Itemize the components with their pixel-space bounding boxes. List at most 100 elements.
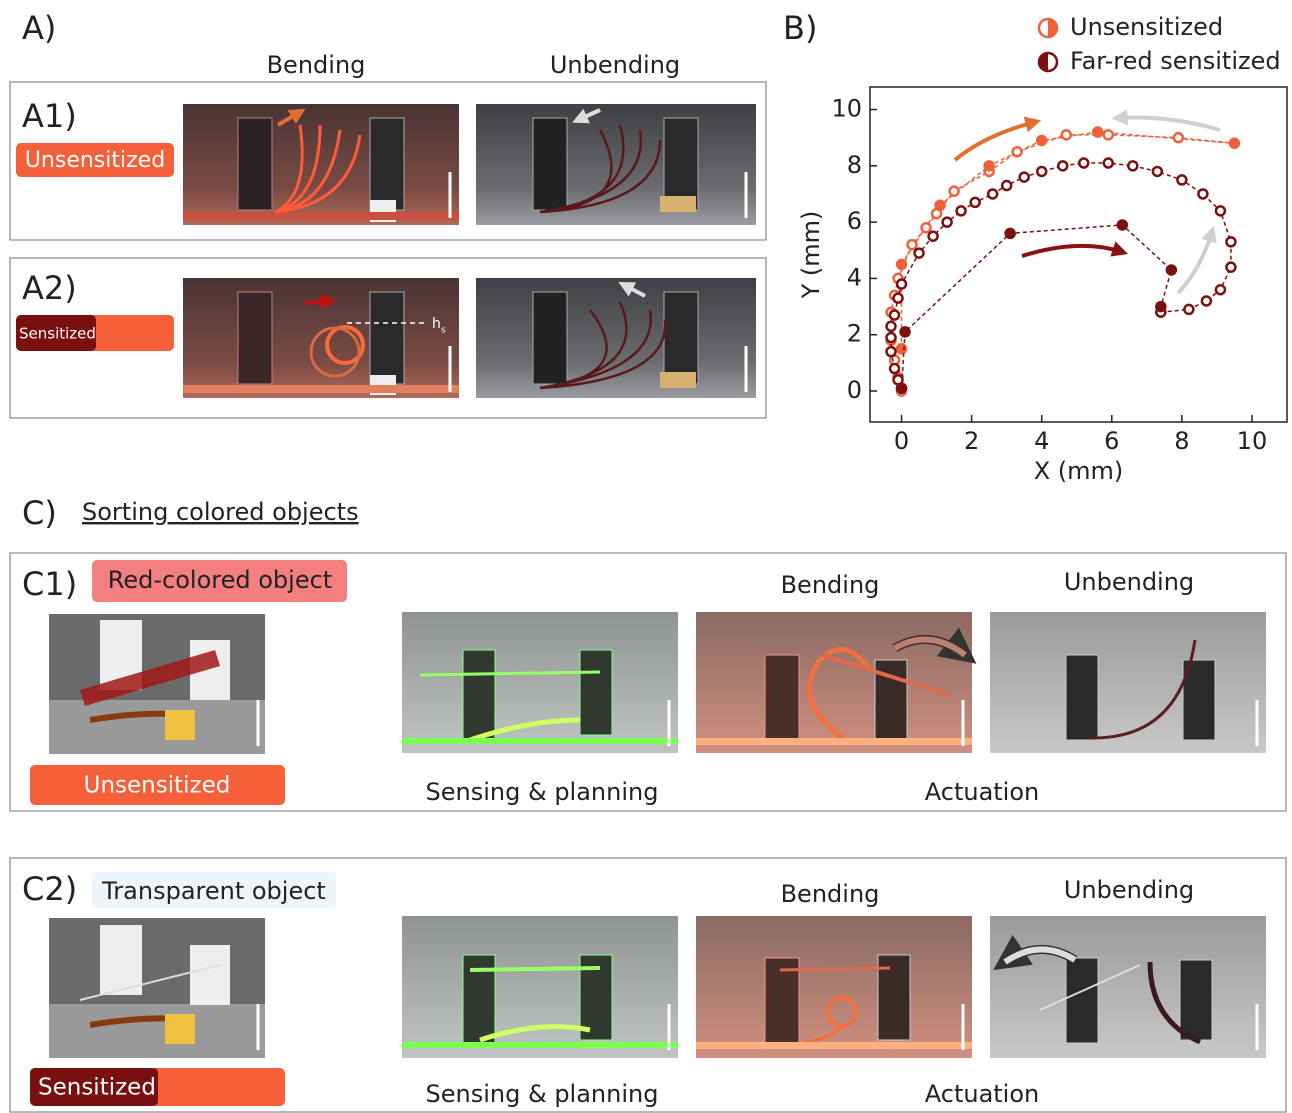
- row-label: A1): [22, 97, 77, 135]
- data-point: [1093, 128, 1102, 137]
- stage-label: Sensing & planning: [426, 1080, 659, 1108]
- x-tick-label: 10: [1237, 427, 1268, 455]
- data-point: [1037, 136, 1046, 145]
- data-point: [988, 189, 997, 198]
- data-point: [957, 206, 966, 215]
- column-header: Bending: [781, 571, 880, 599]
- photo: [990, 916, 1266, 1058]
- row-label: C2): [22, 870, 77, 908]
- photo: [696, 916, 972, 1058]
- tag-text: Unsensitized: [25, 148, 165, 173]
- y-tick-label: 8: [847, 151, 862, 179]
- data-point: [1020, 173, 1029, 182]
- photo: [402, 916, 678, 1058]
- data-point: [894, 294, 903, 303]
- photo: [183, 104, 459, 225]
- figure: A) Bending Unbending A1) Unsensitized A2…: [0, 0, 1292, 1113]
- data-point: [1230, 139, 1239, 148]
- photo: [990, 612, 1266, 753]
- y-tick-label: 2: [847, 320, 862, 348]
- data-point: [1177, 175, 1186, 184]
- photo: [476, 278, 756, 398]
- data-point: [1002, 181, 1011, 190]
- data-point: [1167, 265, 1176, 274]
- stage-label: Actuation: [925, 778, 1040, 806]
- photo: [402, 612, 678, 753]
- data-point: [1062, 130, 1071, 139]
- column-header: Bending: [781, 880, 880, 908]
- tag-text: Sensitized: [38, 1075, 156, 1101]
- data-point: [936, 201, 945, 210]
- object-label: Red-colored object: [108, 566, 332, 594]
- data-point: [1013, 147, 1022, 156]
- photo: h s: [183, 278, 459, 398]
- row-label: C1): [22, 565, 77, 603]
- y-tick-label: 10: [831, 95, 862, 123]
- legend-label: Unsensitized: [1070, 13, 1223, 41]
- data-point: [1198, 189, 1207, 198]
- data-point: [887, 322, 896, 331]
- column-header: Bending: [267, 51, 366, 79]
- section-title: Sorting colored objects: [82, 498, 359, 526]
- data-point: [1216, 206, 1225, 215]
- data-point: [1216, 285, 1225, 294]
- data-point: [908, 240, 917, 249]
- photo: [476, 104, 756, 225]
- data-point: [887, 347, 896, 356]
- data-point: [901, 327, 910, 336]
- data-point: [1079, 159, 1088, 168]
- x-tick-label: 0: [894, 427, 909, 455]
- stage-label: Sensing & planning: [426, 778, 659, 806]
- arrows: [955, 118, 1220, 294]
- data-point: [1226, 263, 1235, 272]
- data-point: [890, 364, 899, 373]
- data-point: [985, 161, 994, 170]
- tag-text: Sensitized: [19, 325, 96, 343]
- data-point: [1184, 305, 1193, 314]
- y-tick-label: 6: [847, 207, 862, 235]
- object-label: Transparent object: [101, 877, 326, 905]
- data-point: [1153, 167, 1162, 176]
- data-point: [1037, 167, 1046, 176]
- data-point: [1202, 296, 1211, 305]
- data-point: [950, 187, 959, 196]
- panel-label: A): [22, 9, 56, 47]
- data-point: [943, 218, 952, 227]
- data-point: [890, 311, 899, 320]
- data-point: [915, 249, 924, 258]
- y-tick-label: 0: [847, 376, 862, 404]
- panel-label: C): [22, 494, 57, 532]
- y-axis-label: Y (mm): [797, 211, 825, 300]
- data-point: [971, 198, 980, 207]
- data-point: [1058, 161, 1067, 170]
- data-point: [897, 260, 906, 269]
- trend-line: [891, 163, 1231, 388]
- annotation: s: [441, 326, 446, 336]
- data-point: [1118, 220, 1127, 229]
- column-header: Unbending: [1064, 876, 1194, 904]
- data-point: [1006, 229, 1015, 238]
- column-header: Unbending: [1064, 568, 1194, 596]
- photo: [696, 612, 972, 753]
- row-label: A2): [22, 269, 77, 307]
- data-point: [922, 223, 931, 232]
- data-point: [1128, 161, 1137, 170]
- data-point: [897, 280, 906, 289]
- x-tick-label: 4: [1034, 427, 1049, 455]
- data-point: [897, 384, 906, 393]
- data-point: [1174, 133, 1183, 142]
- data-point: [887, 333, 896, 342]
- photo: [49, 614, 265, 754]
- tag-text: Unsensitized: [84, 773, 231, 799]
- photo: [49, 918, 265, 1058]
- data-point: [1104, 130, 1113, 139]
- column-header: Unbending: [550, 51, 680, 79]
- data-point: [1104, 159, 1113, 168]
- plot-frame: [870, 87, 1287, 422]
- legend-label: Far-red sensitized: [1070, 47, 1281, 75]
- data-point: [929, 232, 938, 241]
- x-tick-label: 2: [964, 427, 979, 455]
- x-axis-label: X (mm): [1034, 457, 1124, 485]
- data-point: [1226, 237, 1235, 246]
- stage-label: Actuation: [925, 1080, 1040, 1108]
